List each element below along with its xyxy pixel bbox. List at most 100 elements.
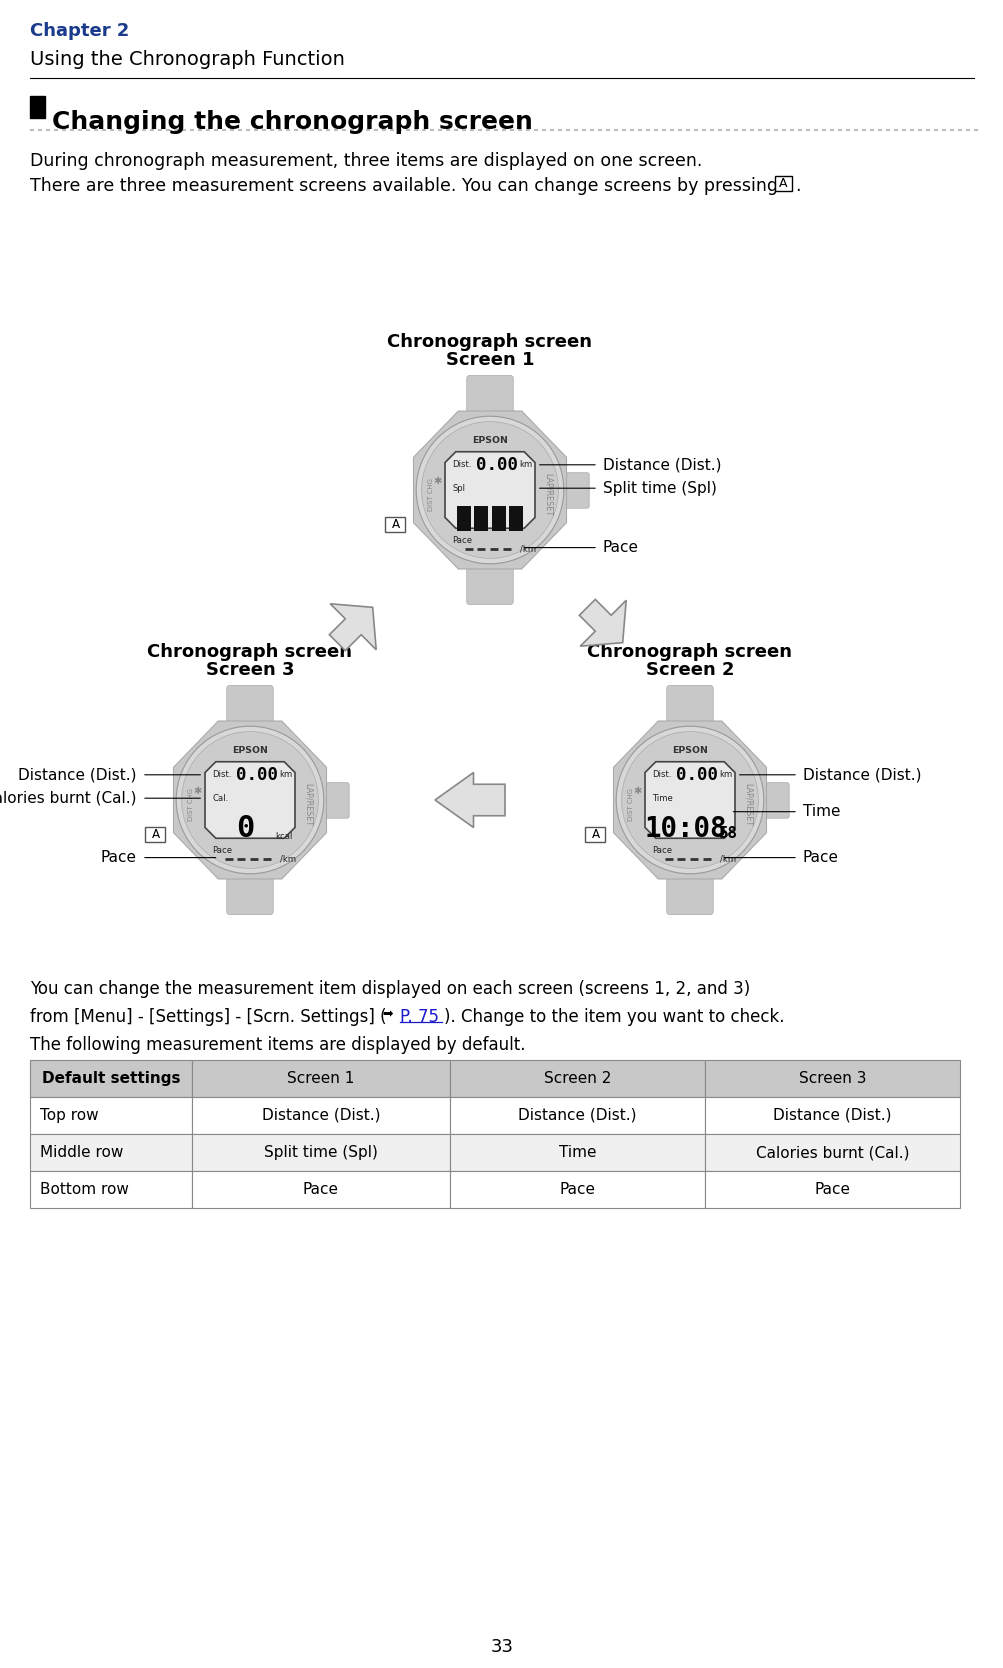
Bar — [145, 827, 165, 842]
Text: 10:08: 10:08 — [644, 814, 726, 842]
Text: Distance (Dist.): Distance (Dist.) — [603, 457, 721, 472]
Bar — [473, 505, 487, 532]
Bar — [385, 517, 405, 532]
Bar — [30, 1171, 192, 1208]
Text: Distance (Dist.): Distance (Dist.) — [802, 767, 921, 782]
Text: Dist.: Dist. — [451, 460, 471, 469]
Text: During chronograph measurement, three items are displayed on one screen.: During chronograph measurement, three it… — [30, 152, 702, 170]
Polygon shape — [329, 604, 376, 651]
Bar — [30, 97, 45, 118]
Bar — [704, 1098, 959, 1134]
Text: Screen 1: Screen 1 — [445, 350, 534, 369]
FancyBboxPatch shape — [466, 560, 513, 604]
FancyBboxPatch shape — [666, 686, 712, 729]
Text: Chronograph screen: Chronograph screen — [387, 332, 592, 350]
Bar — [192, 1059, 449, 1098]
Text: Bottom row: Bottom row — [40, 1183, 128, 1198]
Text: /km: /km — [719, 856, 735, 864]
Bar — [491, 505, 506, 532]
Text: Calories burnt (Cal.): Calories burnt (Cal.) — [0, 791, 136, 806]
Text: Pace: Pace — [559, 1183, 595, 1198]
Text: There are three measurement screens available. You can change screens by pressin: There are three measurement screens avai… — [30, 177, 777, 195]
Text: Screen 3: Screen 3 — [206, 661, 294, 679]
Text: Time: Time — [802, 804, 840, 819]
Text: Time: Time — [652, 794, 672, 802]
Text: ✱: ✱ — [194, 786, 202, 796]
Circle shape — [182, 732, 318, 869]
Bar — [585, 827, 605, 842]
Text: Pace: Pace — [303, 1183, 339, 1198]
Text: Pace: Pace — [652, 846, 672, 856]
Polygon shape — [205, 762, 295, 839]
Text: Using the Chronograph Function: Using the Chronograph Function — [30, 50, 345, 68]
Text: Chronograph screen: Chronograph screen — [147, 642, 352, 661]
FancyBboxPatch shape — [227, 871, 273, 914]
Circle shape — [621, 732, 757, 869]
Text: A: A — [591, 827, 599, 841]
Text: /km: /km — [520, 545, 536, 554]
Text: /km: /km — [280, 856, 296, 864]
Bar — [449, 1098, 704, 1134]
Polygon shape — [644, 762, 734, 839]
Text: DIST CHG: DIST CHG — [628, 787, 634, 821]
Text: Pace: Pace — [813, 1183, 850, 1198]
Text: Distance (Dist.): Distance (Dist.) — [518, 1108, 636, 1123]
Bar — [456, 505, 470, 532]
Circle shape — [176, 726, 324, 874]
Text: P. 75: P. 75 — [399, 1007, 438, 1026]
Text: Chronograph screen: Chronograph screen — [587, 642, 791, 661]
Text: Pace: Pace — [603, 540, 638, 555]
Text: Chapter 2: Chapter 2 — [30, 22, 129, 40]
FancyBboxPatch shape — [318, 782, 349, 819]
Text: ✱: ✱ — [433, 475, 441, 485]
Text: Screen 2: Screen 2 — [645, 661, 733, 679]
Text: km: km — [279, 771, 292, 779]
Polygon shape — [444, 452, 535, 529]
Text: 0.00: 0.00 — [236, 766, 278, 784]
Text: You can change the measurement item displayed on each screen (screens 1, 2, and : You can change the measurement item disp… — [30, 981, 749, 997]
Text: Pace: Pace — [451, 535, 471, 545]
Text: Pace: Pace — [101, 851, 136, 866]
Polygon shape — [613, 721, 765, 879]
Text: LAP/RESET: LAP/RESET — [743, 782, 752, 826]
Text: ). Change to the item you want to check.: ). Change to the item you want to check. — [443, 1007, 783, 1026]
Text: Distance (Dist.): Distance (Dist.) — [772, 1108, 891, 1123]
Polygon shape — [434, 772, 505, 827]
Text: Spl: Spl — [451, 484, 464, 492]
Bar — [192, 1134, 449, 1171]
Text: Time: Time — [559, 1144, 596, 1159]
Circle shape — [416, 417, 564, 564]
Text: EPSON: EPSON — [232, 746, 268, 756]
Text: EPSON: EPSON — [471, 435, 508, 445]
Text: Changing the chronograph screen: Changing the chronograph screen — [52, 110, 533, 133]
Text: Cal.: Cal. — [212, 794, 229, 802]
FancyBboxPatch shape — [757, 782, 788, 819]
Text: DIST CHG: DIST CHG — [428, 479, 434, 510]
Text: Top row: Top row — [40, 1108, 98, 1123]
Text: Dist.: Dist. — [652, 771, 671, 779]
Text: Screen 1: Screen 1 — [287, 1071, 354, 1086]
Circle shape — [616, 726, 763, 874]
Bar — [30, 1134, 192, 1171]
Text: 58: 58 — [718, 826, 737, 841]
Bar — [30, 1059, 192, 1098]
Text: Middle row: Middle row — [40, 1144, 123, 1159]
Bar — [509, 505, 523, 532]
Bar — [30, 1098, 192, 1134]
Text: Split time (Spl): Split time (Spl) — [603, 480, 716, 495]
Text: A: A — [151, 827, 159, 841]
Text: ➡: ➡ — [381, 1007, 392, 1021]
Bar — [704, 1134, 959, 1171]
FancyBboxPatch shape — [227, 686, 273, 729]
Text: 33: 33 — [490, 1638, 513, 1656]
Text: Default settings: Default settings — [42, 1071, 181, 1086]
Text: Calories burnt (Cal.): Calories burnt (Cal.) — [755, 1144, 909, 1159]
Polygon shape — [174, 721, 326, 879]
Text: Dist.: Dist. — [212, 771, 232, 779]
Text: 0.00: 0.00 — [475, 455, 518, 474]
Text: LAP/RESET: LAP/RESET — [544, 472, 553, 515]
Bar — [774, 177, 791, 192]
Text: A: A — [391, 517, 399, 530]
Bar — [449, 1171, 704, 1208]
Text: Distance (Dist.): Distance (Dist.) — [262, 1108, 380, 1123]
